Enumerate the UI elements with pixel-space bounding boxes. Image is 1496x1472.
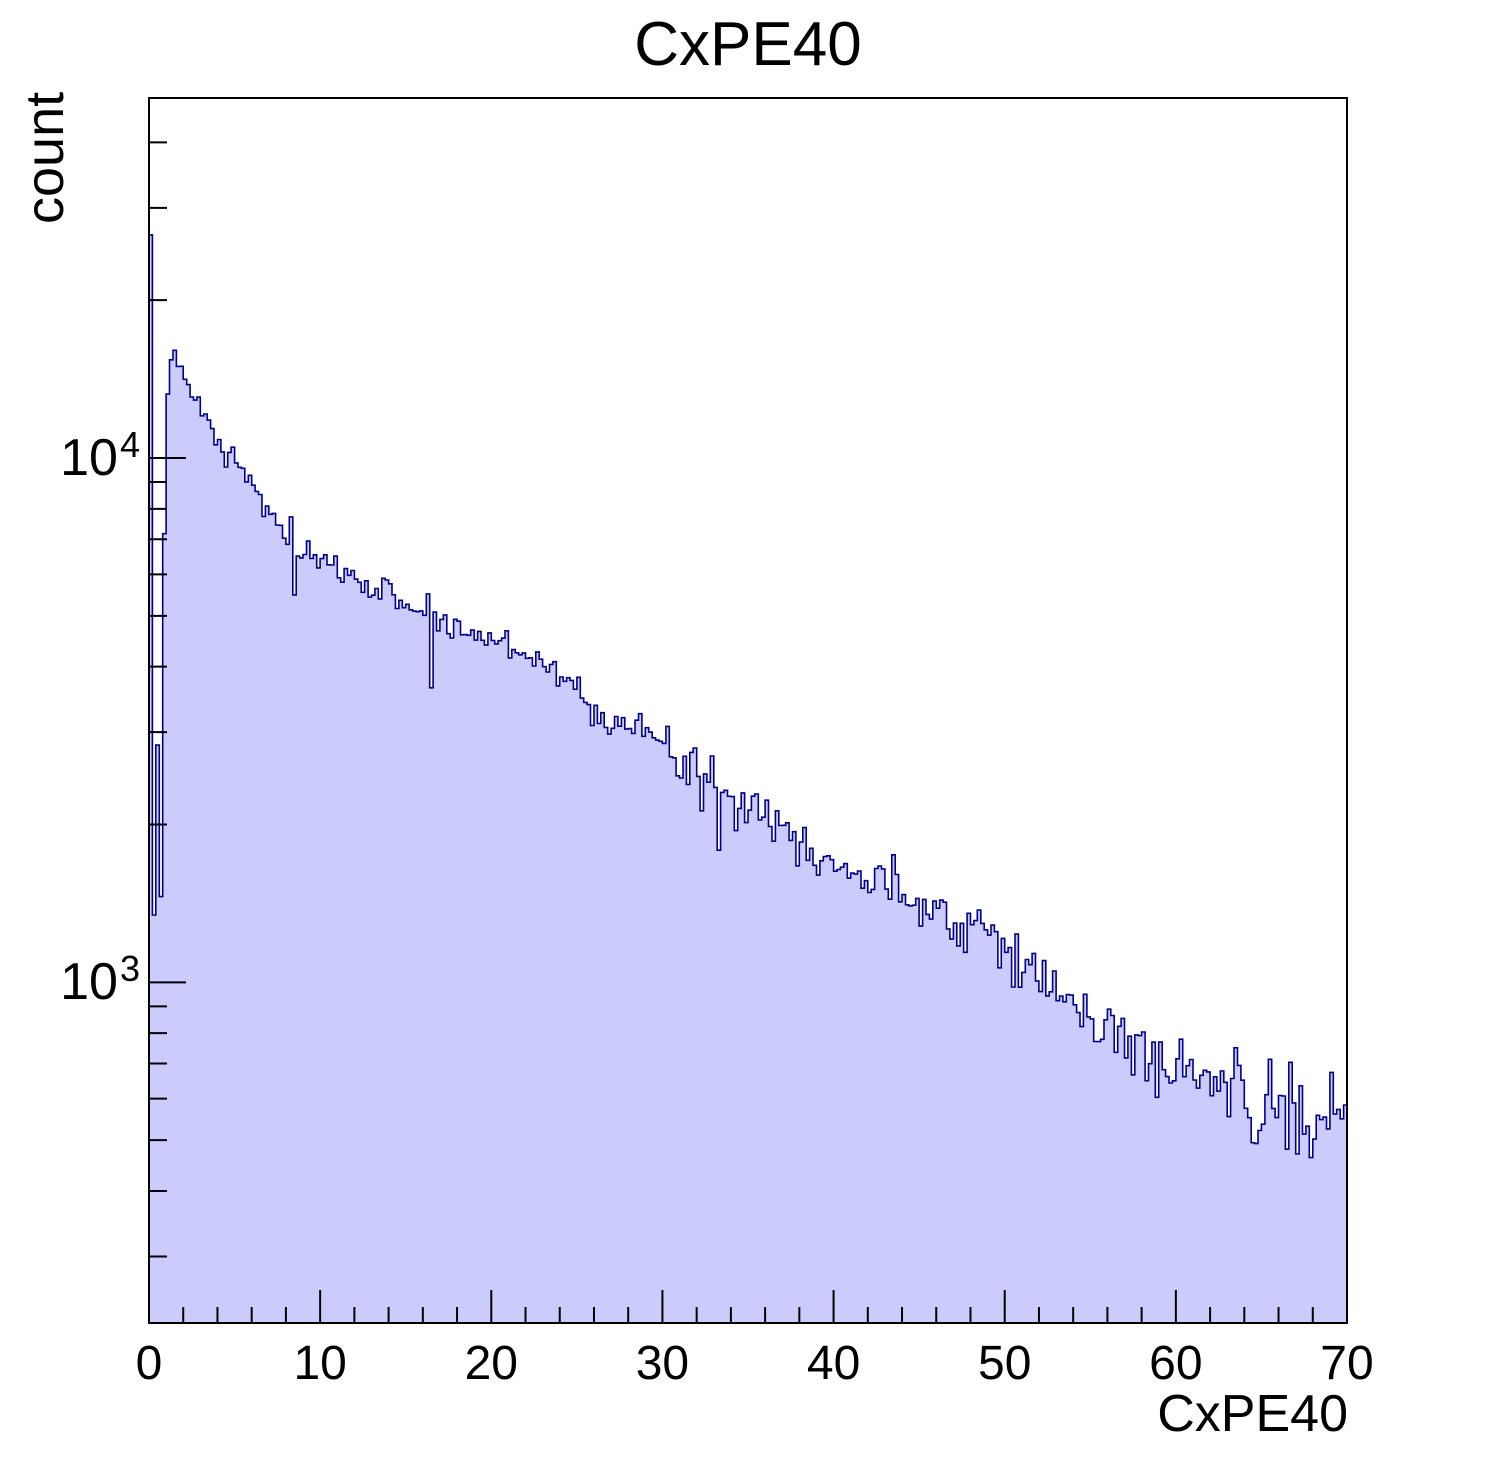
x-tick-label: 30 (635, 1337, 690, 1390)
x-tick-label: 10 (293, 1337, 347, 1390)
x-tick-label: 20 (464, 1337, 518, 1390)
y-tick-label: 103 (60, 948, 140, 1012)
histogram-series (148, 234, 1348, 1324)
x-tick-label: 0 (135, 1337, 163, 1390)
x-axis-label: CxPE40 (1157, 1385, 1348, 1443)
plot-frame (148, 97, 1348, 1324)
x-tick-label: 70 (1320, 1337, 1374, 1390)
y-tick-label: 104 (60, 424, 140, 487)
x-tick-label: 40 (806, 1337, 861, 1390)
x-tick-label: 60 (1149, 1337, 1203, 1390)
chart-title: CxPE40 (634, 10, 862, 79)
x-tick-label: 50 (978, 1337, 1032, 1390)
